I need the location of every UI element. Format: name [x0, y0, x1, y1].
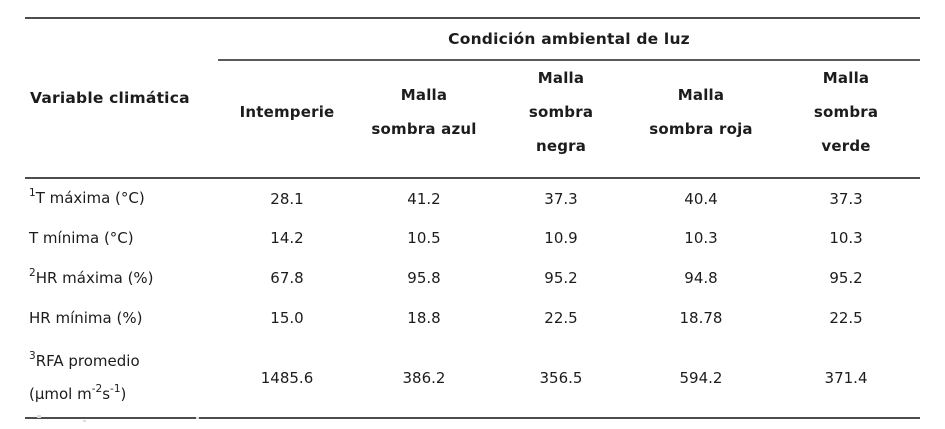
- column-header-intemperie: Intemperie: [218, 60, 356, 179]
- column-header-malla-sombra-verde: Malla sombra verde: [772, 60, 921, 179]
- row-label: HR mínima (%): [25, 298, 218, 338]
- value-cell: 594.2: [679, 368, 723, 387]
- table-row: T mínima (°C) 14.2 10.5 10.9 10.3 10.3: [25, 218, 920, 258]
- superscript: -2: [91, 382, 103, 395]
- row-label-text: T mínima (°C): [29, 228, 134, 247]
- cropped-footnote-remnant: [196, 417, 199, 419]
- value-cell: 18.78: [679, 309, 723, 327]
- row-label: 1T máxima (°C): [25, 178, 218, 218]
- table-row: HR mínima (%) 15.0 18.8 22.5 18.78 22.5: [25, 298, 920, 338]
- column-header-line: negra: [535, 137, 587, 155]
- row-label-text: RFA promedio: [35, 351, 140, 370]
- row-label-text: s: [102, 384, 111, 403]
- variable-climatica-header: Variable climática: [25, 18, 218, 179]
- column-header-line: verde: [821, 137, 871, 155]
- table-row: 2HR máxima (%) 67.8 95.8 95.2 94.8 95.2: [25, 258, 920, 298]
- value-cell: 95.2: [544, 269, 578, 287]
- value-cell: 37.3: [544, 189, 578, 208]
- column-header-line: Malla: [537, 69, 585, 87]
- column-header-line: Malla: [822, 69, 870, 87]
- value-cell: 28.1: [270, 189, 304, 208]
- value-cell: 386.2: [402, 368, 446, 387]
- column-header-line: sombra: [813, 103, 879, 121]
- value-cell: 37.3: [829, 189, 863, 208]
- column-header-line: Malla: [677, 86, 725, 104]
- row-label-text: HR mínima (%): [29, 308, 143, 327]
- value-cell: 95.2: [829, 269, 863, 287]
- column-headers-row: Intemperie Malla sombra azul Malla sombra n…: [25, 60, 921, 179]
- span-header-row: Variable climática Condición ambiental d…: [25, 18, 921, 179]
- value-cell: 18.8: [407, 309, 441, 327]
- column-header-line: sombra azul: [371, 120, 477, 138]
- value-cell: 15.0: [270, 309, 304, 327]
- row-label-text: T máxima (°C): [35, 189, 145, 207]
- value-cell: 22.5: [829, 309, 863, 327]
- row-label-text: ): [120, 384, 127, 403]
- column-header-malla-sombra-negra: Malla sombra negra: [492, 60, 630, 179]
- column-header-line: sombra: [528, 103, 594, 121]
- column-header-malla-sombra-roja: Malla sombra roja: [630, 60, 772, 179]
- value-cell: 40.4: [684, 189, 718, 208]
- cropped-footnote-remnant: [37, 415, 41, 418]
- value-cell: 67.8: [270, 269, 304, 287]
- value-cell: 1485.6: [260, 368, 314, 387]
- row-label: 2HR máxima (%): [25, 258, 218, 298]
- table-row: 1T máxima (°C) 28.1 41.2 37.3 40.4 37.3: [25, 178, 920, 218]
- column-header-line: Malla: [400, 86, 448, 104]
- superscript: 1: [29, 187, 36, 199]
- row-label-text: HR máxima (%): [35, 268, 154, 287]
- value-cell: 371.4: [824, 368, 868, 387]
- cropped-footnote-remnant: [83, 420, 86, 422]
- row-label: T mínima (°C): [25, 218, 218, 258]
- value-cell: 10.5: [407, 229, 441, 247]
- column-header-malla-sombra-azul: Malla sombra azul: [356, 60, 492, 179]
- row-label-text: (µmol m: [29, 384, 92, 403]
- value-cell: 10.9: [544, 229, 578, 247]
- superscript: -1: [110, 382, 121, 395]
- column-header-line: Intemperie: [239, 103, 335, 121]
- value-cell: 356.5: [539, 368, 583, 387]
- superscript: 2: [29, 266, 36, 279]
- value-cell: 95.8: [407, 269, 441, 287]
- row-label: 3RFA promedio (µmol m-2s-1): [25, 338, 218, 418]
- value-cell: 22.5: [544, 309, 578, 327]
- condicion-ambiental-header: Condición ambiental de luz: [218, 18, 921, 61]
- superscript: 3: [29, 349, 36, 362]
- value-cell: 94.8: [684, 269, 718, 287]
- value-cell: 14.2: [270, 229, 304, 247]
- value-cell: 10.3: [829, 229, 863, 247]
- column-header-line: sombra roja: [649, 120, 753, 138]
- climate-conditions-table: Variable climática Condición ambiental d…: [25, 17, 921, 419]
- table-row: 3RFA promedio (µmol m-2s-1) 1485.6 386.2 356…: [25, 338, 920, 418]
- value-cell: 41.2: [407, 189, 441, 208]
- value-cell: 10.3: [684, 229, 718, 247]
